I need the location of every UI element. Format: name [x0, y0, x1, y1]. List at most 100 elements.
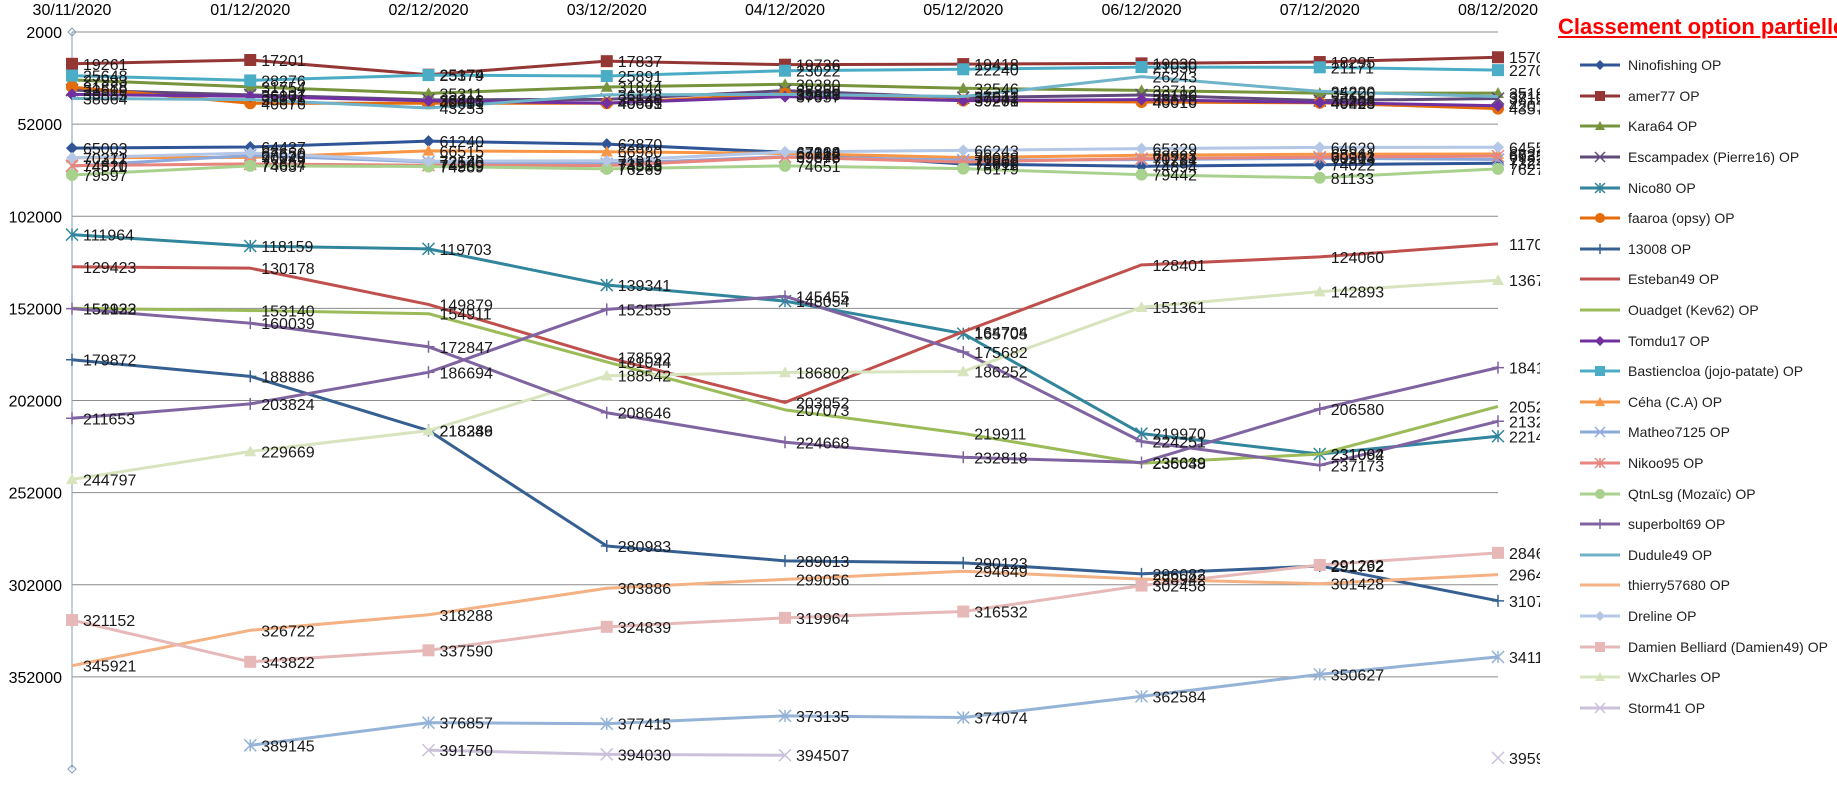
series-group [66, 88, 1504, 112]
marker-diamond [66, 142, 78, 155]
series-group [66, 159, 1504, 184]
data-label: 118159 [261, 239, 313, 256]
data-label: 186694 [440, 365, 493, 382]
legend-item: Dreline OP [1578, 601, 1837, 632]
data-label: 40676 [261, 96, 306, 113]
data-label: 179872 [83, 353, 136, 370]
marker-x [1491, 751, 1505, 765]
data-label: 69903 [1331, 150, 1376, 167]
legend-swatch [1580, 426, 1620, 438]
series-group [71, 569, 1499, 668]
marker-plus [1492, 361, 1504, 374]
legend-item: Nikoo95 OP [1578, 448, 1837, 479]
data-label: 72540 [440, 155, 485, 172]
data-label: 70046 [261, 150, 306, 167]
marker-diamond [1313, 96, 1326, 109]
data-label: 25891 [618, 69, 663, 86]
legend-label: 13008 OP [1628, 240, 1692, 257]
marker-circle [66, 168, 78, 181]
data-label: 232818 [974, 450, 1027, 467]
marker-triangle [957, 82, 970, 94]
data-label: 291262 [1331, 558, 1384, 575]
data-label: 67123 [796, 145, 841, 162]
marker-triangle [66, 473, 78, 485]
marker-x [1594, 151, 1606, 163]
x-tick-label: 06/12/2020 [1101, 2, 1181, 19]
marker-triangle [600, 145, 613, 157]
marker-diamond [1595, 60, 1605, 71]
data-label: 302458 [1153, 579, 1206, 596]
data-label: 362584 [1153, 689, 1206, 706]
data-label: 316532 [974, 605, 1027, 622]
data-label: 40601 [618, 96, 663, 113]
marker-triangle [244, 445, 257, 457]
data-label: 15703 [1509, 50, 1554, 67]
data-label: 203824 [261, 397, 314, 414]
data-label: 213283 [1509, 414, 1562, 431]
legend-swatch [1580, 366, 1620, 377]
legend-swatch [1580, 641, 1620, 652]
legend-item: Matheo7125 OP [1578, 417, 1837, 448]
legend-label: Bastiencloa (jojo-patate) OP [1628, 363, 1804, 380]
marker-square [1492, 546, 1504, 559]
legend-swatch [1580, 151, 1620, 163]
marker-plus [1313, 402, 1326, 415]
data-label: 22703 [1509, 63, 1554, 80]
data-label: 73611 [974, 157, 1017, 174]
marker-circle [1595, 488, 1605, 499]
data-label: 31754 [261, 80, 306, 97]
data-label: 79597 [83, 168, 128, 185]
data-label: 19030 [1153, 56, 1198, 73]
data-label: 40265 [1331, 96, 1376, 113]
legend-swatch [1580, 396, 1620, 406]
data-label: 68923 [1153, 148, 1198, 165]
marker-star [421, 716, 436, 730]
data-label: 37104 [1509, 90, 1554, 107]
data-label: 33519 [83, 83, 128, 100]
marker-star [1594, 182, 1606, 194]
data-label: 221405 [1509, 429, 1562, 446]
data-label: 65003 [83, 141, 128, 158]
marker-plus [1135, 435, 1148, 448]
legend-item: faaroa (opsy) OP [1578, 203, 1837, 234]
data-label: 34220 [1331, 84, 1376, 101]
data-label: 74289 [440, 158, 485, 175]
legend-item: Storm41 OP [1578, 692, 1837, 723]
marker-plus [244, 397, 257, 410]
marker-diamond [957, 144, 970, 157]
data-label: 65329 [1153, 142, 1198, 159]
data-label: 139341 [618, 278, 671, 295]
marker-square [779, 611, 791, 624]
legend-swatch [1580, 519, 1620, 530]
legend-swatch [1580, 335, 1620, 346]
legend-item: Ouadget (Kev62) OP [1578, 295, 1837, 326]
legend-swatch [1580, 457, 1620, 469]
marker-square [1313, 558, 1326, 571]
marker-circle [957, 162, 970, 175]
data-label: 151933 [83, 301, 136, 318]
data-label: 25648 [83, 69, 128, 86]
data-label: 71284 [1153, 153, 1198, 170]
legend-swatch [1580, 121, 1620, 131]
legend-item: Esteban49 OP [1578, 264, 1837, 295]
data-label: 73516 [618, 157, 663, 174]
y-tick-label: 252000 [9, 486, 62, 503]
data-label: 71911 [618, 154, 661, 171]
data-label: 391750 [440, 743, 493, 760]
data-label: 74811 [83, 159, 126, 176]
marker-square [600, 70, 613, 83]
data-label: 324839 [618, 620, 671, 637]
data-label: 76179 [974, 162, 1019, 179]
data-label: 37057 [796, 90, 841, 107]
marker-diamond [1595, 610, 1605, 621]
data-label: 208646 [618, 406, 671, 423]
legend-swatch [1580, 488, 1620, 499]
data-label: 310732 [1509, 594, 1562, 611]
legend-label: Damien Belliard (Damien49) OP [1628, 638, 1828, 655]
marker-diamond [600, 154, 613, 167]
y-tick-label: 2000 [26, 25, 62, 42]
data-label: 219970 [1153, 427, 1206, 444]
marker-square [66, 614, 78, 627]
data-label: 376857 [440, 716, 493, 733]
data-label: 70271 [83, 151, 128, 168]
